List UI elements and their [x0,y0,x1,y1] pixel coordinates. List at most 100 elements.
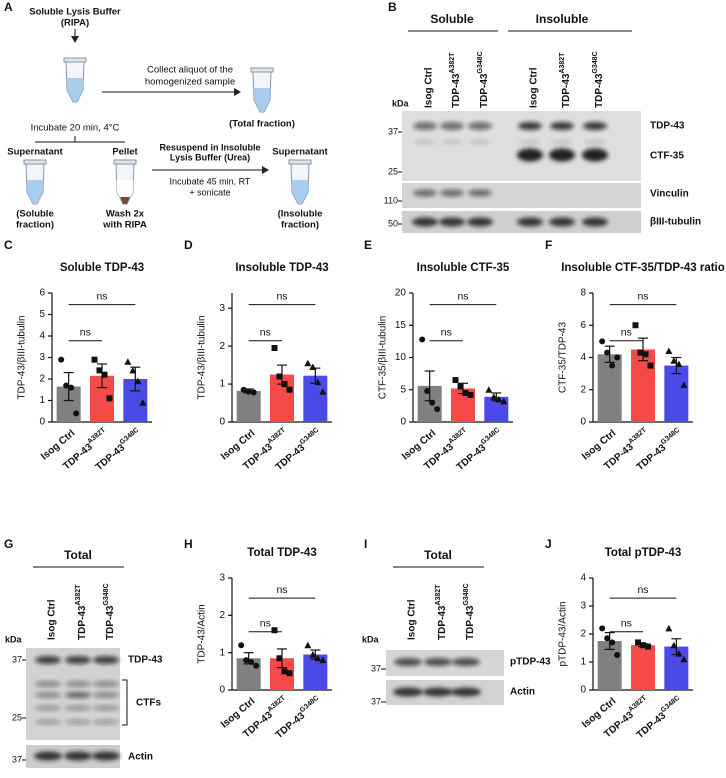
label: TDP-43 [128,655,163,666]
blot-band [412,217,438,227]
label: 50 [388,218,398,228]
data-point [642,351,649,358]
significance-label: ns [457,290,468,302]
y-axis-label: TDP-43/βIII-tubulin [17,315,28,399]
chart-title: Soluble TDP-43 [60,262,144,274]
blot-strip [402,111,641,181]
label: Total [64,548,92,562]
lane-label: Isog Ctrl [47,599,58,640]
data-point [91,356,98,363]
tube-cap [113,159,137,165]
data-point [670,357,678,364]
data-point [248,659,255,665]
label: fraction) [281,220,319,231]
y-axis-label: TDP-43/βIII-tubulin [197,315,208,399]
data-point [599,338,606,345]
label-base: TDP-43 [454,442,488,473]
data-point [665,624,673,632]
label: 110 [384,195,398,205]
y-tick-label: 3 [219,303,225,314]
chart-title: Insoluble CTF-35 [417,262,510,274]
data-point [434,406,441,413]
data-point [490,393,498,400]
label: 37 [388,126,398,136]
label-base: TDP-43 [93,442,127,473]
panel-letter: J [545,537,552,551]
blot-band [93,692,119,698]
blot-band [393,687,423,697]
label: homogenized sample [145,77,235,88]
significance-label: ns [96,290,107,302]
label-base: TDP-43 [634,442,668,473]
chart-title: Total TDP-43 [247,547,316,559]
label: (Total fraction) [229,119,295,130]
bar [236,390,261,422]
blot-band [468,189,492,197]
label-superscript: G348C [660,695,681,715]
label-superscript: G348C [299,427,320,447]
data-point [58,356,65,363]
data-point [604,635,611,642]
blot-band [583,122,607,130]
label: fraction) [16,220,54,231]
label: βIII-tubulin [650,217,701,228]
y-tick-label: 20 [395,288,407,299]
lane-label: TDP-43G348C [103,583,116,640]
data-point [599,625,606,632]
label: TDP-43 [650,121,685,132]
lane-label: Isog Ctrl [424,67,435,108]
significance-label: ns [637,290,648,302]
tube-cap [250,67,274,73]
blot-band [413,189,437,197]
data-point [245,388,252,395]
label-superscript: G348C [660,427,681,447]
label-superscript: G348C [592,51,599,73]
y-tick-label: 2 [219,341,225,352]
data-point [500,397,508,405]
lane-label: TDP-43G348C [463,583,476,640]
y-axis-label: CTF-35/βIII-tubulin [378,316,389,400]
label-base: TDP-43 [451,73,462,108]
panel-letter: C [4,238,13,252]
data-point [319,388,327,395]
y-axis-label: TDP-43/Actin [197,604,208,663]
label: Actin [510,687,535,698]
y-tick-label: 8 [580,288,586,299]
label-superscript: G348C [463,583,470,605]
panel-letter: B [388,0,397,14]
blot-band [35,719,61,725]
data-point [635,639,641,646]
panel-letter: D [184,238,193,252]
data-point [429,399,436,406]
label-base: TDP-43 [105,605,116,640]
label: CTF-35 [650,151,684,162]
label: kDa [362,634,380,644]
blot-band [440,122,464,130]
data-point [281,668,288,675]
y-tick-label: 0 [400,417,406,428]
data-point [286,670,293,677]
label-base: TDP-43 [241,441,275,472]
chart-title: Insoluble TDP-43 [235,262,328,274]
label: Pellet [112,147,138,158]
data-point [452,377,459,384]
tube-cap [63,57,87,63]
lane-label: TDP-43A382T [449,52,462,108]
y-tick-label: 5 [400,384,406,395]
data-point [419,336,426,343]
y-tick-label: 10 [395,352,407,363]
label-superscript: A382T [559,52,566,74]
label: Supernatant [272,147,328,158]
data-point [645,643,651,650]
significance-label: ns [637,584,648,596]
chart-title: Insoluble CTF-35/TDP-43 ratio [561,262,725,274]
label-base: TDP-43 [634,710,668,741]
y-tick-label: 3 [39,352,45,363]
label-superscript: A382T [75,584,82,606]
y-tick-label: 0 [580,685,586,696]
label-base: TDP-43 [479,73,490,108]
blot-band [413,122,437,130]
data-point [286,386,293,393]
blot-band [424,658,452,666]
label: Insoluble [536,12,589,26]
